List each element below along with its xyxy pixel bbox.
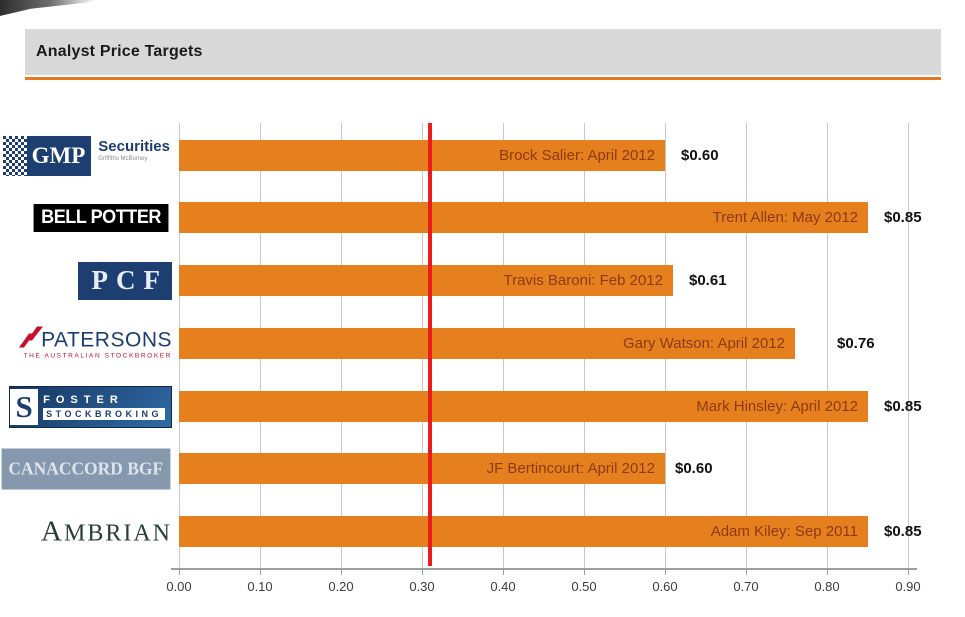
gridline: [827, 123, 828, 568]
header-accent-rule: [25, 77, 941, 80]
plot-area: 0.00 0.10 0.20 0.30 0.40 0.50 0.60 0.70 0.80 0.90…: [0, 90, 965, 617]
foster-tagline: STOCKBROKING: [43, 407, 165, 420]
foster-logo-text: FOSTER STOCKBROKING: [43, 394, 165, 420]
bar-value-label: $0.85: [884, 398, 922, 415]
firm-logo-cell: GMP Securities Griffiths McBurney: [2, 135, 172, 176]
gmp-tagline: Griffiths McBurney: [98, 155, 148, 162]
foster-wordmark: FOSTER: [43, 393, 124, 406]
gmp-wordmark: GMP: [31, 142, 86, 168]
canaccord-bgf-logo: CANACCORD BGF: [1, 448, 170, 489]
page-title: Analyst Price Targets: [36, 43, 203, 60]
bar-analyst-label: Mark Hinsley: April 2012: [696, 398, 858, 415]
x-axis-tick: [179, 568, 180, 575]
patersons-logo: PATERSONS THE AUSTRALIAN STOCKBROKER: [18, 326, 172, 359]
page-header: Analyst Price Targets: [25, 29, 941, 75]
x-tick-label: 0.00: [166, 579, 192, 594]
x-tick-label: 0.90: [895, 579, 921, 594]
bar-value-label: $0.85: [884, 523, 922, 540]
corner-decoration: [0, 0, 110, 16]
bar-value-label: $0.60: [675, 460, 713, 477]
patersons-ribbon-icon: [19, 326, 44, 347]
gmp-securities-label: Securities: [98, 137, 170, 155]
gmp-checker-pattern-icon: [2, 135, 27, 176]
bar-analyst-label: Trent Allen: May 2012: [712, 209, 858, 226]
firm-logo-cell: PATERSONS THE AUSTRALIAN STOCKBROKER: [10, 326, 172, 359]
ambrian-logo: AMBRIAN: [41, 515, 172, 547]
bar-value-label: $0.76: [837, 335, 875, 352]
x-axis: [171, 568, 917, 570]
price-target-bar: JF Bertincourt: April 2012: [179, 453, 665, 484]
foster-monogram-icon: S: [10, 388, 39, 425]
bar-analyst-label: Adam Kiley: Sep 2011: [710, 523, 858, 540]
firm-logo-cell: S FOSTER STOCKBROKING: [9, 385, 172, 428]
patersons-logo-top: PATERSONS: [18, 326, 172, 351]
bar-value-label: $0.85: [884, 209, 922, 226]
price-target-bar: Gary Watson: April 2012: [179, 328, 795, 359]
bar-value-label: $0.60: [681, 147, 719, 164]
bar-value-label: $0.61: [689, 272, 727, 289]
x-tick-label: 0.80: [814, 579, 840, 594]
bar-analyst-label: Brock Salier: April 2012: [499, 147, 655, 164]
pcf-logo: PCF: [77, 261, 172, 300]
x-axis-tick: [665, 568, 666, 575]
firm-logo-cell: BELL POTTER: [10, 203, 172, 232]
x-tick-label: 0.10: [247, 579, 273, 594]
x-tick-label: 0.70: [733, 579, 759, 594]
patersons-tagline: THE AUSTRALIAN STOCKBROKER: [23, 352, 172, 359]
firm-logo-cell: AMBRIAN: [10, 515, 172, 548]
price-target-bar: Travis Baroni: Feb 2012: [179, 265, 673, 296]
gridline: [908, 123, 909, 568]
x-axis-tick: [584, 568, 585, 575]
x-axis-tick: [503, 568, 504, 575]
x-axis-tick: [827, 568, 828, 575]
analyst-price-target-chart: 0.00 0.10 0.20 0.30 0.40 0.50 0.60 0.70 0.80 0.90…: [0, 90, 965, 617]
x-tick-label: 0.40: [490, 579, 516, 594]
x-tick-label: 0.50: [571, 579, 597, 594]
x-tick-label: 0.60: [652, 579, 678, 594]
bar-analyst-label: JF Bertincourt: April 2012: [486, 460, 655, 477]
x-axis-tick: [422, 568, 423, 575]
price-target-bar: Mark Hinsley: April 2012: [179, 391, 868, 422]
gmp-logo-text: Securities Griffiths McBurney: [91, 135, 172, 176]
x-tick-label: 0.30: [409, 579, 435, 594]
price-target-bar: Brock Salier: April 2012: [179, 140, 665, 171]
patersons-wordmark: PATERSONS: [41, 328, 172, 351]
firm-logo-cell: PCF: [10, 261, 172, 300]
foster-stockbroking-logo: S FOSTER STOCKBROKING: [9, 385, 172, 428]
x-axis-tick: [908, 568, 909, 575]
x-axis-tick: [746, 568, 747, 575]
x-tick-label: 0.20: [328, 579, 354, 594]
bell-potter-logo: BELL POTTER: [33, 203, 169, 232]
gmp-securities-logo: GMP Securities Griffiths McBurney: [2, 135, 172, 176]
bar-analyst-label: Gary Watson: April 2012: [622, 335, 785, 352]
x-axis-tick: [341, 568, 342, 575]
price-target-bar: Adam Kiley: Sep 2011: [179, 516, 868, 547]
firm-logo-cell: CANACCORD BGF: [1, 448, 172, 489]
current-price-line: [428, 123, 432, 566]
gmp-logo-mark: GMP: [2, 135, 92, 176]
price-target-bar: Trent Allen: May 2012: [179, 202, 868, 233]
x-axis-tick: [260, 568, 261, 575]
bar-analyst-label: Travis Baroni: Feb 2012: [503, 272, 663, 289]
